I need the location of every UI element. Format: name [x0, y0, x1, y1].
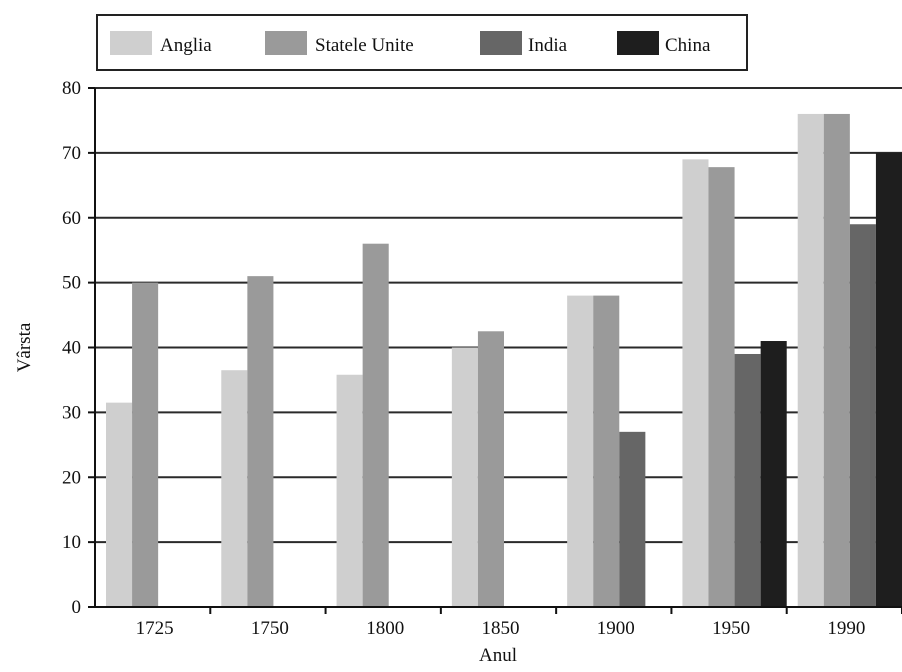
bar-anglia-1725 [106, 402, 133, 607]
legend-label: China [665, 35, 711, 56]
x-tick-label: 1900 [597, 618, 635, 639]
y-tick-label: 50 [62, 273, 81, 294]
y-axis-title: Vârsta [14, 322, 35, 372]
x-axis-title: Anul [479, 645, 517, 666]
y-tick-label: 30 [62, 402, 81, 423]
legend: Anglia Statele Unite India China [96, 14, 748, 71]
legend-label: Anglia [160, 35, 212, 56]
bar-anglia-1900 [567, 295, 594, 607]
legend-label: India [528, 35, 568, 56]
x-tick-label: 1990 [827, 618, 865, 639]
legend-swatch [480, 31, 522, 55]
bar-anglia-1990 [797, 113, 824, 607]
bar-india-1950 [734, 353, 761, 607]
legend-swatch [110, 31, 152, 55]
y-tick-label: 20 [62, 467, 81, 488]
bar-statele-unite-1990 [823, 113, 850, 607]
y-tick-label: 60 [62, 208, 81, 229]
bar-statele-unite-1725 [132, 282, 159, 607]
legend-label: Statele Unite [315, 35, 414, 56]
bar-india-1900 [619, 431, 646, 607]
bar-anglia-1950 [682, 159, 709, 608]
x-tick-label: 1725 [136, 618, 174, 639]
bar-anglia-1750 [221, 370, 248, 607]
bar-india-1990 [849, 224, 876, 608]
y-tick-label: 10 [62, 532, 81, 553]
y-tick-label: 70 [62, 143, 81, 164]
x-tick-label: 1800 [366, 618, 404, 639]
bar-statele-unite-1900 [593, 295, 620, 607]
x-tick-label: 1950 [712, 618, 750, 639]
y-tick-label: 40 [62, 338, 81, 359]
legend-swatch [265, 31, 307, 55]
bar-statele-unite-1950 [708, 167, 735, 607]
bar-anglia-1800 [336, 374, 363, 607]
bars [106, 113, 902, 608]
y-tick-label: 0 [72, 597, 82, 618]
bar-china-1950 [760, 341, 787, 607]
y-tick-label: 80 [62, 78, 81, 99]
bar-statele-unite-1750 [247, 276, 274, 607]
bar-statele-unite-1800 [362, 243, 389, 607]
x-tick-label: 1750 [251, 618, 289, 639]
bar-china-1990 [875, 152, 902, 607]
x-tick-label: 1850 [482, 618, 520, 639]
bar-statele-unite-1850 [477, 331, 504, 607]
axes [88, 87, 902, 614]
tick-labels: 0 10 20 30 40 50 60 70 80 1725 1750 1800 1850 1900 195… [62, 78, 865, 639]
bar-anglia-1850 [451, 347, 478, 607]
legend-swatch [617, 31, 659, 55]
